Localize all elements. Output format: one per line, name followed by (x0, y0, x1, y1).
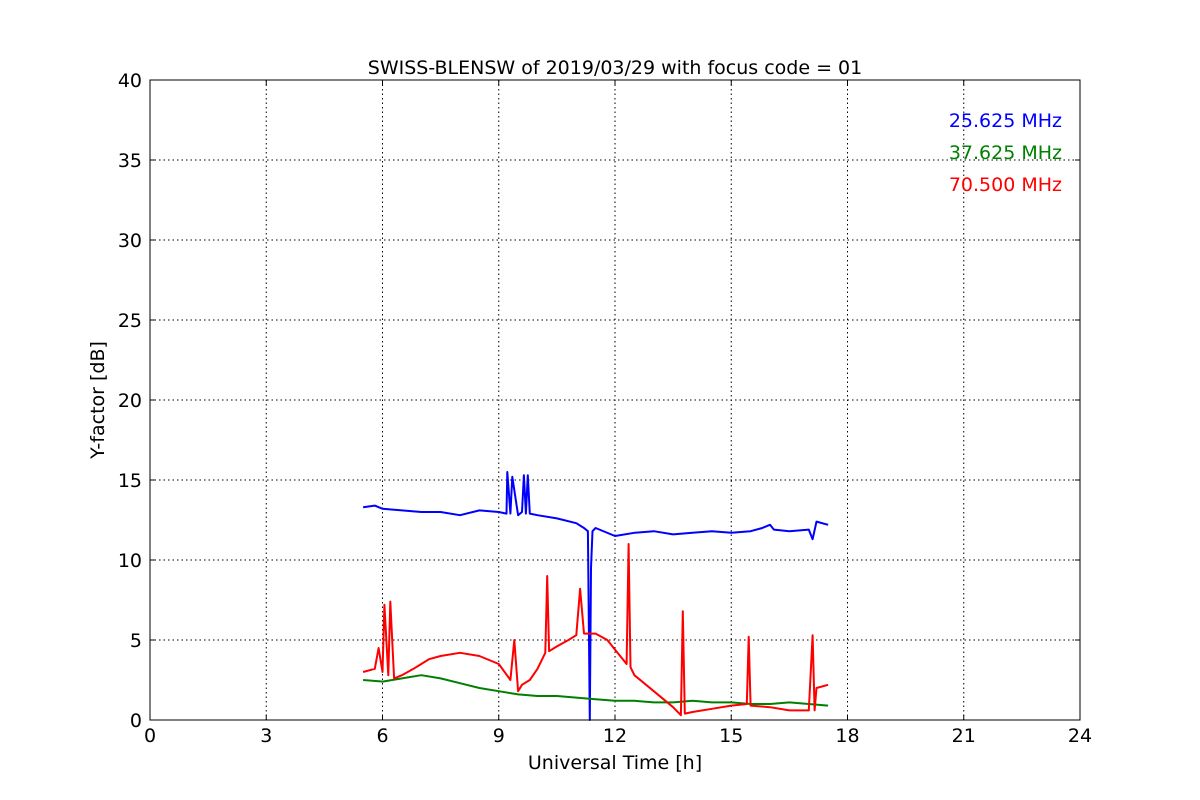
series-line-25-625-mhz (362, 471, 829, 721)
legend-entry-70-500: 70.500 MHz (949, 174, 1062, 196)
x-tick-label: 12 (603, 725, 627, 747)
x-tick-label: 6 (376, 725, 388, 747)
y-tick-label: 40 (118, 70, 142, 92)
legend-entry-37-625: 37.625 MHz (949, 142, 1062, 164)
tick-labels: 0 3 6 9 12 15 18 21 24 0 5 10 15 20 25 30 35 40 (118, 70, 1092, 747)
x-tick-label: 21 (952, 725, 976, 747)
x-tick-label: 24 (1068, 725, 1092, 747)
y-axis-label: Y-factor [dB] (87, 341, 109, 460)
x-tick-label: 9 (493, 725, 505, 747)
x-tick-label: 3 (260, 725, 272, 747)
y-tick-label: 25 (118, 310, 142, 332)
x-tick-label: 0 (144, 725, 156, 747)
y-tick-label: 15 (118, 470, 142, 492)
x-axis-label: Universal Time [h] (528, 752, 702, 774)
x-tick-label: 18 (835, 725, 859, 747)
x-tick-label: 15 (719, 725, 743, 747)
legend: 25.625 MHz 37.625 MHz 70.500 MHz (949, 110, 1062, 196)
legend-entry-25-625: 25.625 MHz (949, 110, 1062, 132)
y-tick-label: 35 (118, 150, 142, 172)
series-lines (362, 471, 829, 721)
grid (150, 80, 1080, 720)
y-tick-label: 10 (118, 550, 142, 572)
chart-title: SWISS-BLENSW of 2019/03/29 with focus co… (368, 57, 862, 79)
y-tick-label: 5 (130, 630, 142, 652)
series-line-70-500-mhz (362, 543, 829, 717)
y-tick-label: 0 (130, 710, 142, 732)
y-tick-label: 30 (118, 230, 142, 252)
axis-ticks (149, 79, 1081, 721)
y-tick-label: 20 (118, 390, 142, 412)
